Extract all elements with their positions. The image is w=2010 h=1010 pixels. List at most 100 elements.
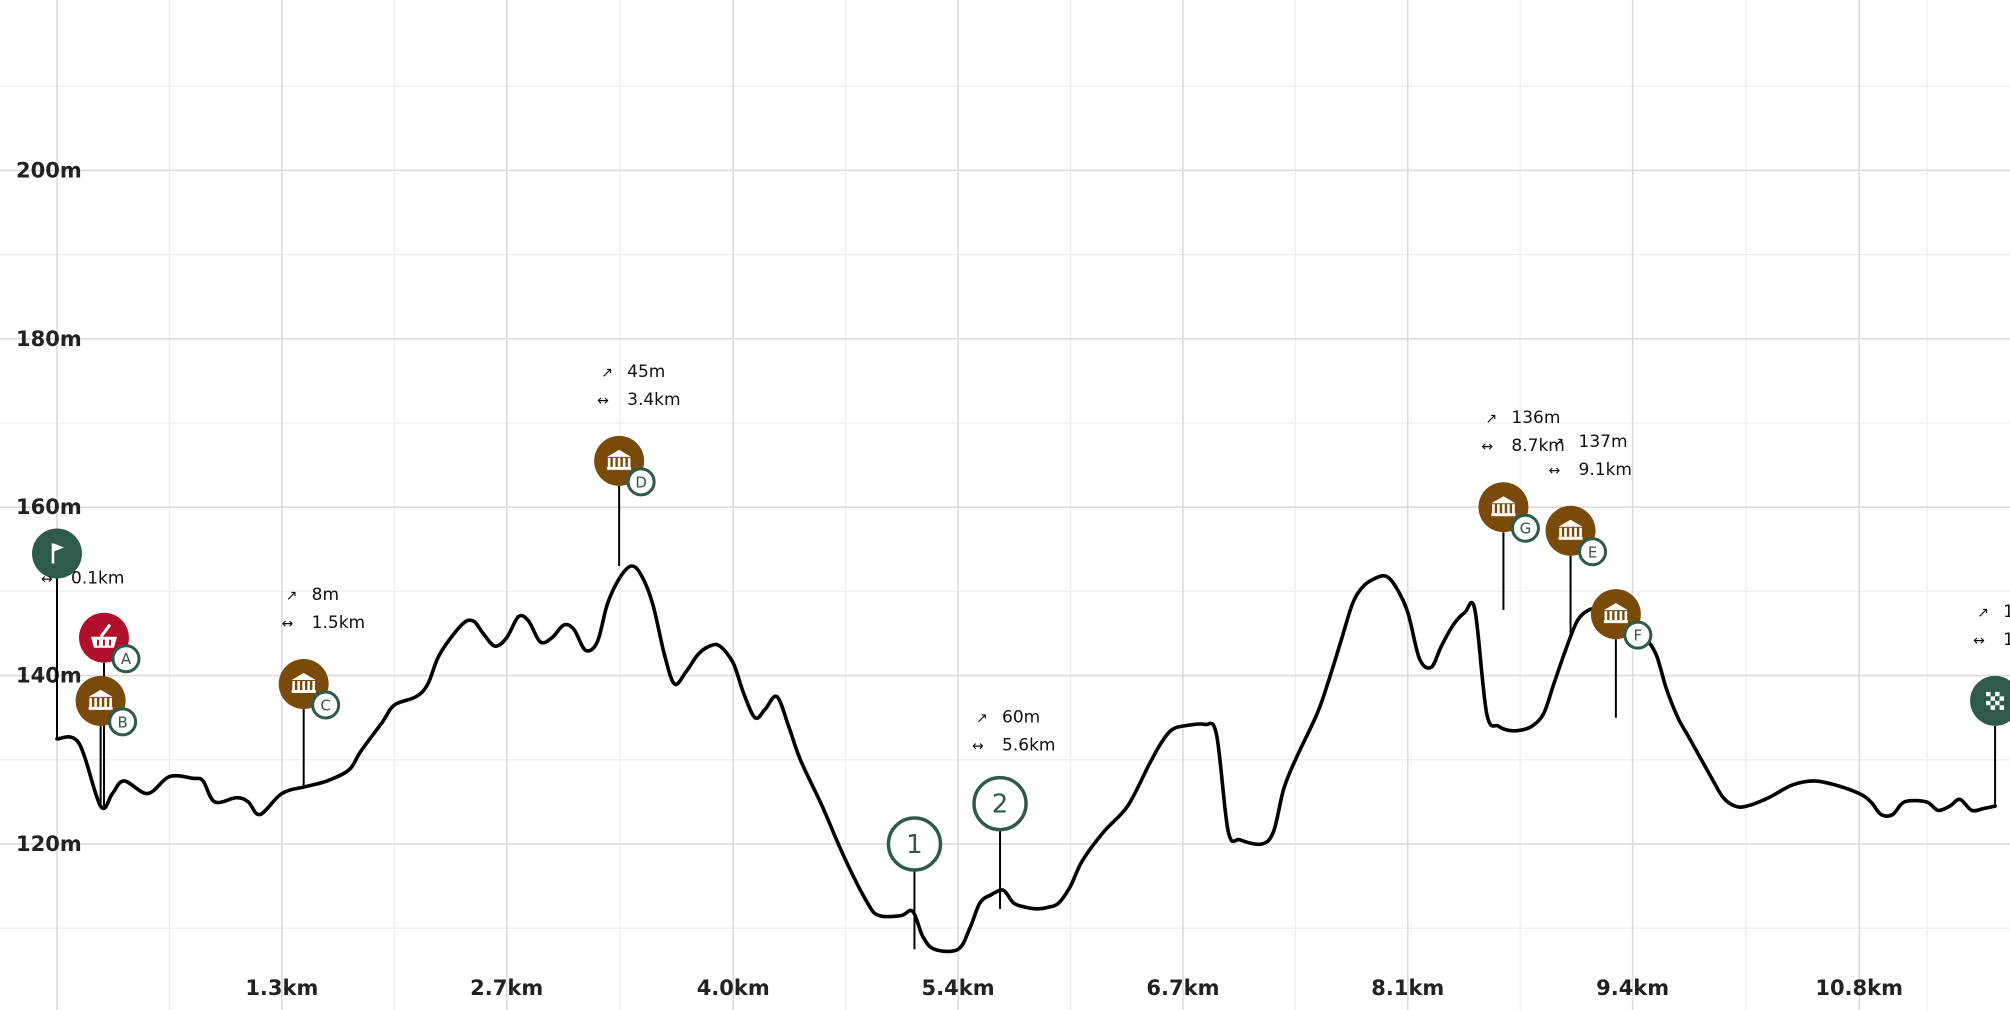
checker-cell <box>1999 700 2005 706</box>
museum-column <box>89 697 92 707</box>
y-tick-label: 160m <box>16 495 82 519</box>
waypoint-circle <box>886 816 943 872</box>
museum-roof <box>607 449 632 457</box>
checker-cell <box>1999 691 2005 697</box>
museum-base <box>1603 620 1628 624</box>
ascent-icon: ↗ <box>1977 605 1989 621</box>
ascent-label: 45m <box>627 362 665 382</box>
y-tick-label: 200m <box>16 158 82 182</box>
museum-icon <box>291 673 316 694</box>
checker-cell <box>1986 696 1991 701</box>
checker-cell <box>1990 696 1996 701</box>
ascent-icon: ↗ <box>1485 411 1497 427</box>
museum-base <box>1491 513 1516 517</box>
marker-wp2[interactable]: 2 60m ↗ 5.6km ↔ <box>972 708 1055 909</box>
basket-icon <box>90 623 117 648</box>
y-tick-label: 180m <box>16 327 82 351</box>
museum-icon <box>1491 496 1516 517</box>
marker-E[interactable]: E 137m ↗ 9.1km ↔ <box>1545 432 1632 636</box>
flag-circle <box>32 528 82 579</box>
marker-C[interactable]: C 8m ↗ 1.5km ↔ <box>278 585 365 787</box>
markers-group: 0.1km ↔ A B C 8m ↗ 1.5km ↔ D 45m ↗ 3.4km ↔ 1 2 60m ↗ 5.6km… <box>32 362 2010 950</box>
flag-icon <box>51 543 64 564</box>
marker-start[interactable]: 0.1km ↔ <box>32 528 124 739</box>
badge-letter: E <box>1588 543 1597 561</box>
waypoint-number: 1 <box>906 830 923 860</box>
elevation-line <box>55 564 1997 954</box>
museum-column <box>1579 527 1582 537</box>
ascent-label: 144m <box>2003 602 2010 622</box>
museum-base <box>1558 536 1583 540</box>
museum-column <box>622 457 626 467</box>
museum-column <box>297 681 300 691</box>
museum-column <box>307 681 310 691</box>
x-tick-label: 2.7km <box>470 976 543 1000</box>
museum-roof <box>1491 496 1516 504</box>
museum-column <box>312 681 315 691</box>
museum-column <box>607 457 611 467</box>
flag-cloth <box>54 543 64 552</box>
museum-roof <box>291 673 316 681</box>
distance-icon: ↔ <box>282 616 294 632</box>
distance-icon: ↔ <box>1973 633 1985 649</box>
museum-column <box>1609 611 1613 621</box>
museum-column <box>1619 611 1623 621</box>
distance-icon: ↔ <box>41 572 53 588</box>
museum-base <box>291 690 316 694</box>
badge-letter: B <box>117 713 127 731</box>
distance-label: 9.1km <box>1579 460 1632 480</box>
x-tick-label: 4.0km <box>697 976 770 1000</box>
distance-label: 5.6km <box>1002 736 1055 756</box>
marker-B[interactable]: B <box>75 675 138 807</box>
museum-column <box>1564 527 1567 537</box>
ascent-label: 137m <box>1579 432 1628 452</box>
marker-A[interactable]: A <box>78 612 141 807</box>
badge-circle <box>311 690 341 720</box>
x-tick-label: 10.8km <box>1815 976 1903 1000</box>
museum-column <box>1569 527 1572 537</box>
museum-base <box>88 706 113 710</box>
badge-circle <box>1623 620 1653 650</box>
badge-circle <box>1578 537 1608 567</box>
badge-circle <box>111 644 141 674</box>
distance-label: 0.1km <box>71 569 124 589</box>
museum-roof <box>1603 603 1628 611</box>
distance-label: 3.4km <box>627 390 680 410</box>
marker-D[interactable]: D 45m ↗ 3.4km ↔ <box>594 362 681 567</box>
ascent-icon: ↗ <box>976 711 988 727</box>
museum-icon <box>607 449 632 470</box>
checker-cell <box>1990 705 1996 710</box>
checker-cell <box>1990 691 1996 697</box>
marker-finish[interactable]: 144m ↗ 11.4km ↔ <box>1970 602 2010 807</box>
checker-cell <box>1999 696 2005 701</box>
checker-cell <box>1986 691 1991 697</box>
museum-roof <box>88 689 113 697</box>
ascent-label: 8m <box>312 585 339 605</box>
checker-cell <box>1995 696 2000 701</box>
badge-circle <box>1510 513 1540 543</box>
badge-letter: D <box>635 473 647 491</box>
museum-column <box>292 681 295 691</box>
marker-F[interactable]: F <box>1590 589 1653 718</box>
distance-icon: ↔ <box>1481 439 1493 455</box>
checker-cell <box>1995 705 2000 710</box>
marker-wp1[interactable]: 1 <box>886 816 943 950</box>
museum-base <box>607 466 632 470</box>
museum-icon <box>1603 603 1628 624</box>
checker-cell <box>1986 700 1991 706</box>
distance-icon: ↔ <box>597 393 609 409</box>
museum-column <box>109 697 112 707</box>
checker-cell <box>1995 691 2000 697</box>
waypoint-circle <box>972 775 1028 832</box>
museum-column <box>1502 504 1505 514</box>
x-tick-label: 9.4km <box>1596 976 1669 1000</box>
x-tick-label: 6.7km <box>1146 976 1219 1000</box>
series-group <box>55 564 1997 954</box>
y-axis-ticks: 120m 140m 160m 180m 200m <box>16 158 82 856</box>
distance-label: 8.7km <box>1511 436 1564 456</box>
waypoint-number: 2 <box>992 790 1009 820</box>
museum-column <box>1497 504 1500 514</box>
museum-column <box>1604 611 1608 621</box>
